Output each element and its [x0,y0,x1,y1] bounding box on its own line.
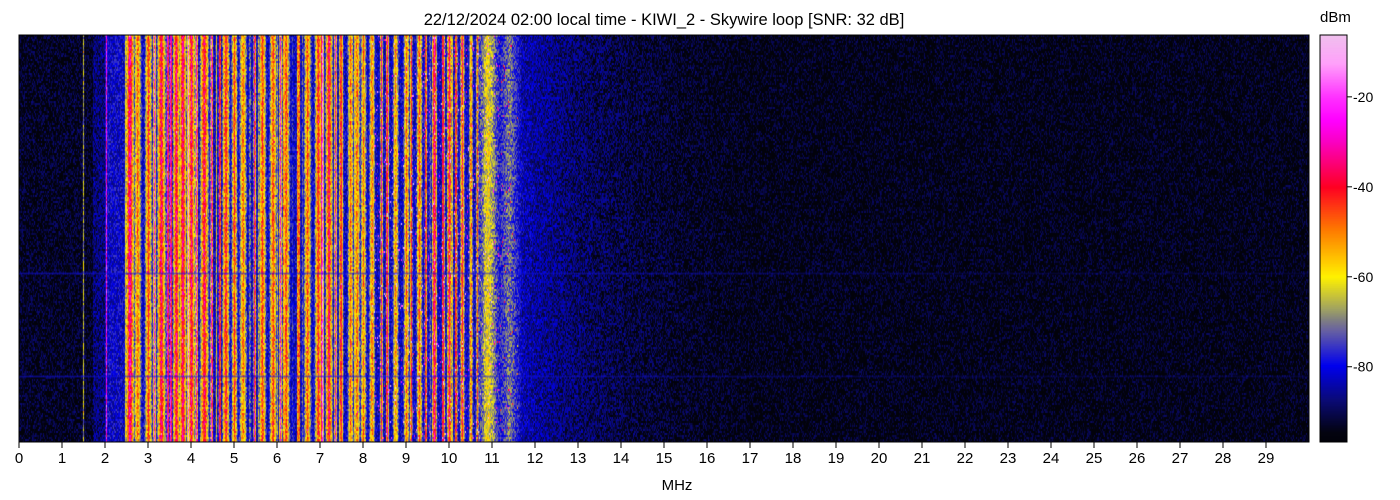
svg-text:15: 15 [656,450,673,467]
svg-text:-40: -40 [1353,179,1373,195]
svg-text:14: 14 [613,450,630,467]
svg-text:26: 26 [1129,450,1146,467]
svg-text:20: 20 [871,450,888,467]
svg-text:25: 25 [1086,450,1103,467]
svg-text:29: 29 [1258,450,1275,467]
svg-text:0: 0 [15,450,23,467]
svg-text:8: 8 [359,450,367,467]
svg-text:13: 13 [570,450,587,467]
svg-text:12: 12 [527,450,544,467]
svg-text:22: 22 [957,450,974,467]
svg-text:10: 10 [441,450,458,467]
svg-text:28: 28 [1215,450,1232,467]
svg-text:24: 24 [1043,450,1060,467]
svg-text:7: 7 [316,450,324,467]
svg-text:18: 18 [785,450,802,467]
svg-text:-60: -60 [1353,269,1373,285]
svg-text:27: 27 [1172,450,1189,467]
svg-text:dBm: dBm [1320,9,1351,26]
svg-text:1: 1 [58,450,66,467]
svg-text:9: 9 [402,450,410,467]
svg-text:2: 2 [101,450,109,467]
svg-text:19: 19 [828,450,845,467]
svg-text:17: 17 [742,450,759,467]
svg-text:4: 4 [187,450,195,467]
svg-text:16: 16 [699,450,716,467]
svg-text:3: 3 [144,450,152,467]
svg-text:11: 11 [484,450,500,467]
svg-text:23: 23 [1000,450,1017,467]
svg-text:-20: -20 [1353,89,1373,105]
svg-text:6: 6 [273,450,281,467]
svg-text:5: 5 [230,450,238,467]
svg-text:-80: -80 [1353,359,1373,375]
svg-text:21: 21 [914,450,931,467]
svg-text:MHz: MHz [662,477,693,494]
